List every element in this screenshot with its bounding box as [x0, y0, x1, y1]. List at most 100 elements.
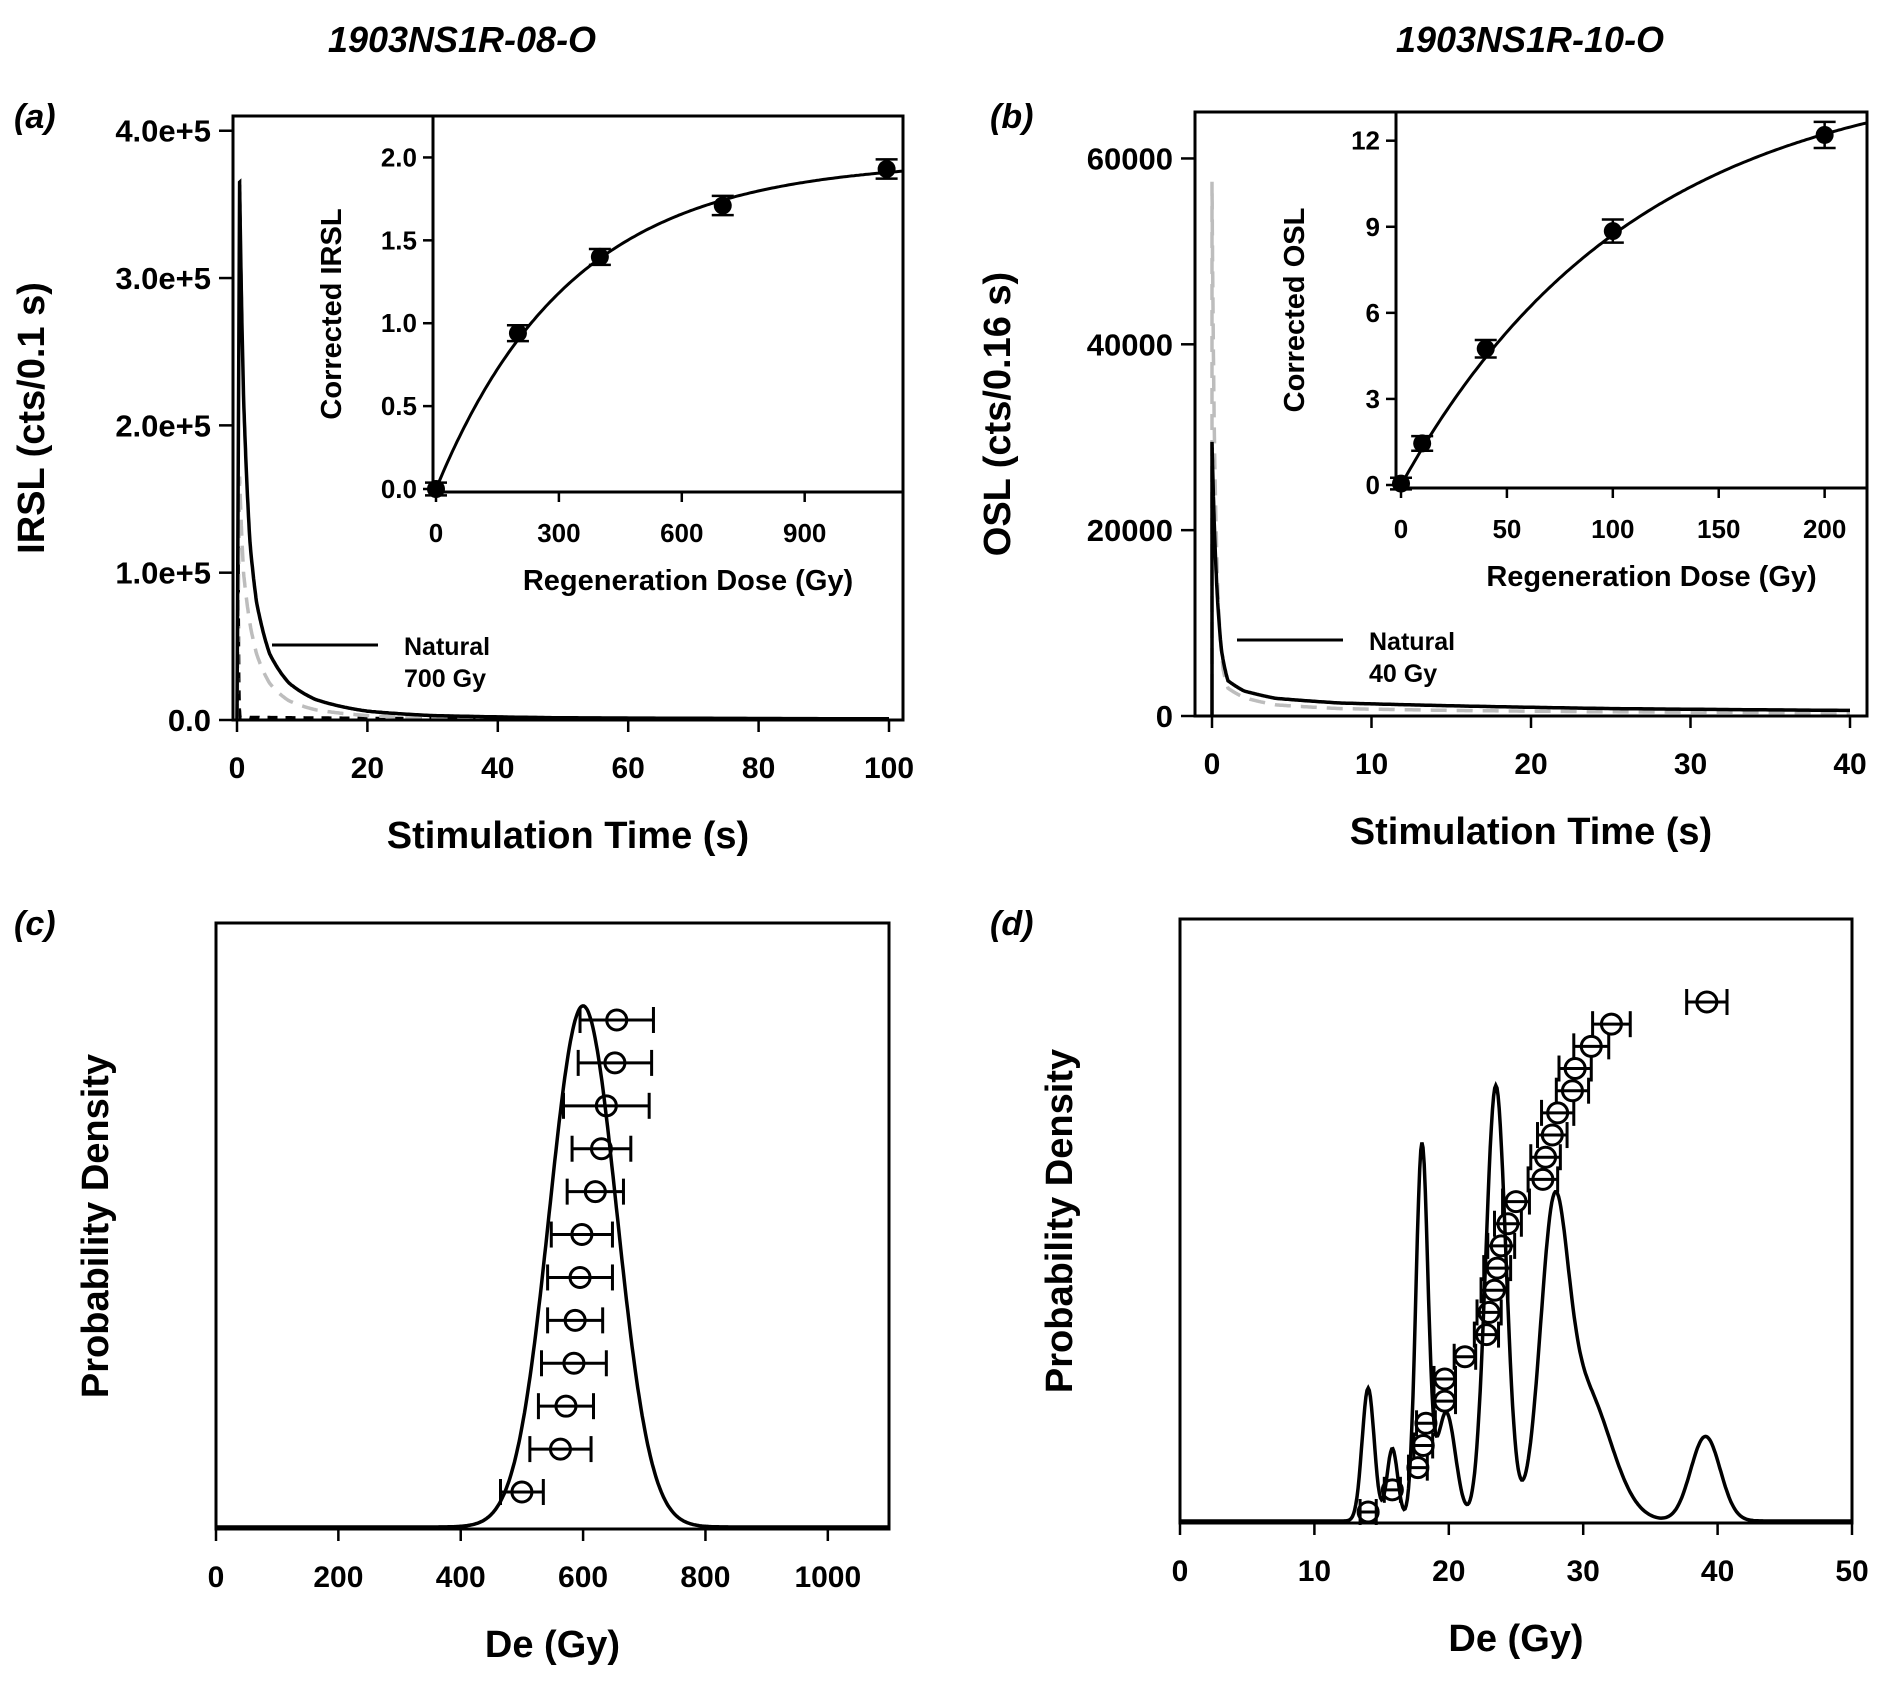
data-point	[1433, 1367, 1457, 1391]
data-point	[1695, 990, 1719, 1014]
inset-y-axis-label: Corrected OSL	[1279, 208, 1311, 413]
inset-x-tick-label: 600	[660, 518, 703, 548]
inset-x-axis-label: Regeneration Dose (Gy)	[1486, 561, 1816, 593]
plot-frame	[214, 921, 891, 1531]
inset-a: 0 300 600 900 0.0 0.5 1.0 1.5 2.0 Regeneration Do…	[316, 114, 905, 597]
inset-data-point	[1815, 125, 1834, 144]
panel-label-a: (a)	[14, 98, 56, 136]
data-point	[1504, 1190, 1528, 1214]
x-axis-label: Stimulation Time (s)	[387, 815, 749, 857]
data-point	[1453, 1345, 1477, 1369]
x-axis-label: Stimulation Time (s)	[1350, 811, 1712, 853]
legend-label: 40 Gy	[1369, 660, 1437, 688]
data-point	[562, 1351, 586, 1375]
data-point	[605, 1008, 629, 1032]
inset-data-point	[877, 160, 896, 179]
data-point	[1477, 1300, 1501, 1324]
data-point	[1599, 1012, 1623, 1036]
x-tick-label: 0	[1172, 1555, 1189, 1588]
x-tick-label: 10	[1355, 748, 1388, 781]
panel-a: 0 20 40 60 80 100 0.0 1.0e+5 2.0e+5 3.0e+5 4.0e+5 S…	[11, 114, 914, 857]
x-tick-label: 800	[680, 1561, 730, 1594]
x-tick-label: 40	[481, 752, 514, 785]
data-point	[1534, 1145, 1558, 1169]
density-curve	[1180, 1080, 1852, 1523]
y-tick-label: 0.0	[168, 703, 211, 738]
x-tick-label: 40	[1833, 748, 1866, 781]
panel-d: 0 10 20 30 40 50 De (Gy) Probability Density	[1039, 917, 1869, 1660]
data-point	[1560, 1079, 1584, 1103]
inset-data-point	[1413, 434, 1432, 453]
x-tick-label: 20	[1432, 1555, 1465, 1588]
y-axis-label: IRSL (cts/0.1 s)	[11, 282, 53, 554]
x-axis-label: De (Gy)	[485, 1624, 620, 1666]
inset-data-point	[1392, 474, 1410, 493]
x-tick-label: 100	[864, 752, 914, 785]
data-point	[563, 1308, 587, 1332]
x-axis-label: De (Gy)	[1448, 1618, 1583, 1660]
inset-background	[433, 116, 903, 492]
data-point	[1433, 1389, 1457, 1413]
inset-y-tick-label: 1.5	[381, 225, 417, 255]
series-natural	[235, 178, 889, 721]
y-tick-label: 3.0e+5	[115, 261, 211, 296]
series-700-gy	[235, 476, 889, 722]
inset-background	[1396, 112, 1867, 488]
x-tick-label: 50	[1835, 1555, 1868, 1588]
inset-data-point	[590, 247, 609, 266]
x-tick-label: 20	[351, 752, 384, 785]
panel-label-c: (c)	[14, 905, 56, 943]
inset-x-tick-label: 900	[783, 518, 826, 548]
inset-x-tick-label: 0	[1394, 514, 1408, 544]
data-point	[1414, 1411, 1438, 1435]
x-tick-label: 40	[1701, 1555, 1734, 1588]
inset-x-axis-label: Regeneration Dose (Gy)	[523, 565, 853, 597]
data-point	[1356, 1500, 1380, 1524]
y-tick-label: 1.0e+5	[115, 556, 211, 591]
data-point	[554, 1394, 578, 1418]
inset-y-tick-label: 1.0	[381, 308, 417, 338]
y-axis-label: Probability Density	[1039, 1049, 1081, 1393]
inset-y-tick-label: 0.0	[381, 474, 417, 504]
inset-x-tick-label: 200	[1803, 514, 1846, 544]
inset-y-tick-label: 3	[1366, 384, 1380, 414]
data-point	[1474, 1323, 1498, 1347]
x-tick-label: 60	[612, 752, 645, 785]
inset-x-tick-label: 0	[429, 518, 443, 548]
inset-fit-curve	[1399, 121, 1868, 486]
data-point	[1531, 1167, 1555, 1191]
inset-x-tick-label: 300	[537, 518, 580, 548]
legend-label: Natural	[404, 633, 490, 661]
x-tick-label: 600	[558, 1561, 608, 1594]
inset-x-tick-label: 100	[1591, 514, 1634, 544]
inset-x-tick-label: 50	[1492, 514, 1521, 544]
data-point	[510, 1480, 534, 1504]
title-right: 1903NS1R-10-O	[1396, 19, 1664, 60]
series-natural	[1210, 441, 1850, 716]
data-point	[583, 1180, 607, 1204]
x-tick-label: 400	[436, 1561, 486, 1594]
inset-data-point	[713, 196, 732, 215]
panel-label-d: (d)	[990, 905, 1033, 943]
x-tick-label: 80	[742, 752, 775, 785]
inset-y-tick-label: 2.0	[381, 142, 417, 172]
data-point	[1482, 1278, 1506, 1302]
data-point	[1496, 1212, 1520, 1236]
density-curve	[216, 1004, 889, 1529]
x-tick-label: 10	[1298, 1555, 1331, 1588]
x-tick-label: 1000	[794, 1561, 861, 1594]
inset-frame	[1394, 110, 1869, 490]
panel-c: 0 200 400 600 800 1000 De (Gy) Probability Dens…	[75, 921, 891, 1666]
inset-y-axis-label: Corrected IRSL	[316, 208, 348, 419]
x-tick-label: 0	[229, 752, 246, 785]
data-point	[1485, 1256, 1509, 1280]
inset-y-tick-label: 9	[1366, 212, 1380, 242]
inset-y-tick-label: 0	[1366, 470, 1380, 500]
inset-data-point	[508, 324, 527, 343]
data-point	[603, 1051, 627, 1075]
legend-label: 700 Gy	[404, 665, 486, 693]
inset-x-tick-label: 150	[1697, 514, 1740, 544]
y-tick-label: 2.0e+5	[115, 408, 211, 443]
inset-data-point	[1476, 339, 1495, 358]
